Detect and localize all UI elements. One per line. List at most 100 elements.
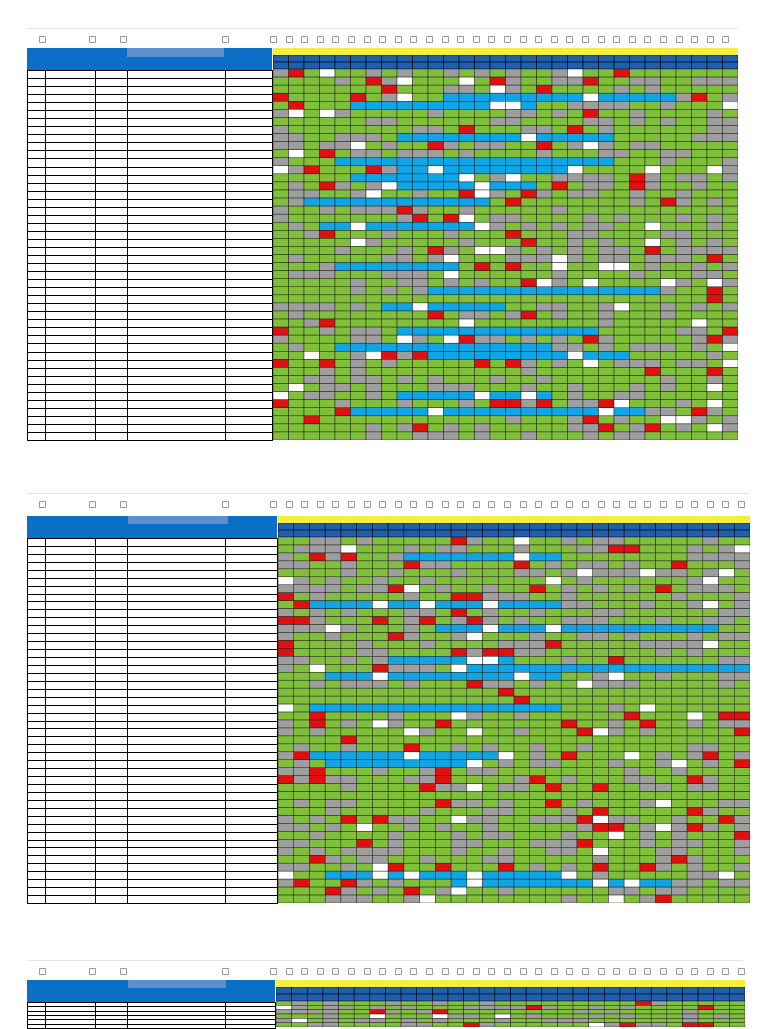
shift-cell (639, 791, 656, 800)
day-header-cell (718, 529, 735, 538)
shift-cell (340, 592, 357, 601)
shift-cell (309, 703, 326, 713)
shift-cell (458, 125, 475, 134)
shift-cell (356, 600, 373, 609)
shift-cell (303, 326, 320, 336)
header-icon-strip: · · · · · · · · · · · · · · · · · · · · · · · · · · · · · · · · · · · (27, 493, 749, 517)
shift-cell (489, 391, 506, 400)
shift-cell (474, 375, 491, 384)
shift-cell (520, 117, 537, 126)
shift-cell (350, 117, 367, 126)
shift-cell (623, 640, 641, 649)
shift-cell (319, 286, 336, 296)
shift-cell (706, 173, 723, 183)
shift-cell (288, 76, 305, 86)
shift-cell (505, 310, 522, 320)
shift-cell (381, 221, 398, 231)
shift-cell (613, 189, 630, 199)
shift-cell (419, 560, 436, 570)
shift-cell (598, 109, 615, 118)
shift-cell (675, 92, 692, 102)
shift-cell (675, 149, 692, 158)
shift-cell (338, 1022, 355, 1027)
day-header-cell (416, 987, 433, 995)
day-header-cell (365, 61, 382, 70)
shift-grid (273, 55, 738, 440)
shift-cell (536, 383, 553, 392)
shift-cell (582, 149, 599, 158)
shift-cell (319, 310, 336, 320)
shift-cell (629, 326, 646, 336)
shift-cell (387, 894, 405, 903)
shift-cell (396, 351, 413, 360)
shift-cell (278, 783, 294, 792)
shift-cell (322, 1000, 339, 1006)
shift-cell (403, 616, 420, 625)
shift-cell (474, 342, 491, 352)
day-header-cell (276, 993, 292, 1002)
shift-cell (551, 359, 568, 368)
shift-cell (466, 799, 483, 808)
shift-cell (529, 695, 546, 705)
shift-cell (567, 326, 584, 336)
shift-cell (365, 149, 382, 158)
shift-cell (644, 399, 661, 408)
shift-cell (671, 831, 688, 840)
shift-cell (498, 576, 515, 585)
shift-cell (644, 109, 661, 118)
shift-cell (387, 687, 405, 697)
table-row-divider (27, 392, 273, 393)
shift-cell (592, 751, 609, 761)
shift-cell (686, 632, 704, 641)
shift-cell (697, 1000, 714, 1006)
shift-cell (350, 375, 367, 384)
shift-cell (334, 205, 351, 215)
shift-cell (686, 823, 704, 832)
day-header-cell (644, 55, 661, 63)
shift-cell (356, 624, 373, 633)
shift-cell (734, 767, 750, 776)
small-square-icon: · (270, 501, 277, 508)
shift-cell (356, 640, 373, 649)
shift-cell (718, 807, 735, 816)
day-header-cell (505, 55, 522, 63)
shift-cell (623, 831, 641, 840)
shift-cell (505, 383, 522, 392)
shift-cell (686, 791, 704, 800)
shift-cell (365, 294, 382, 304)
shift-cell (545, 759, 562, 768)
shift-cell (675, 189, 692, 199)
shift-cell (536, 367, 553, 376)
shift-cell (489, 189, 506, 199)
shift-cell (671, 862, 688, 872)
shift-cell (655, 815, 672, 824)
day-header-cell (650, 993, 668, 1002)
shift-cell (655, 608, 672, 617)
shift-cell (372, 695, 389, 705)
shift-cell (458, 133, 475, 142)
day-header-cell (293, 523, 310, 531)
shift-cell (560, 703, 578, 713)
shift-cell (718, 767, 735, 776)
shift-cell (356, 552, 373, 562)
shift-cell (608, 592, 625, 601)
shift-cell (644, 181, 661, 191)
shift-cell (629, 149, 646, 158)
shift-cell (293, 544, 310, 554)
day-header-cell (400, 993, 417, 1002)
shift-cell (686, 878, 704, 888)
shift-cell (435, 767, 452, 776)
shift-cell (722, 117, 738, 126)
shift-cell (505, 76, 522, 86)
day-header-cell (691, 61, 708, 70)
shift-cell (489, 173, 506, 183)
shift-cell (365, 423, 382, 433)
table-row-divider (27, 538, 278, 539)
shift-cell (671, 743, 688, 753)
shift-cell (466, 886, 483, 896)
shift-cell (350, 254, 367, 263)
shift-cell (660, 342, 677, 352)
shift-cell (319, 383, 336, 392)
shift-cell (505, 117, 522, 126)
shift-cell (529, 815, 546, 824)
